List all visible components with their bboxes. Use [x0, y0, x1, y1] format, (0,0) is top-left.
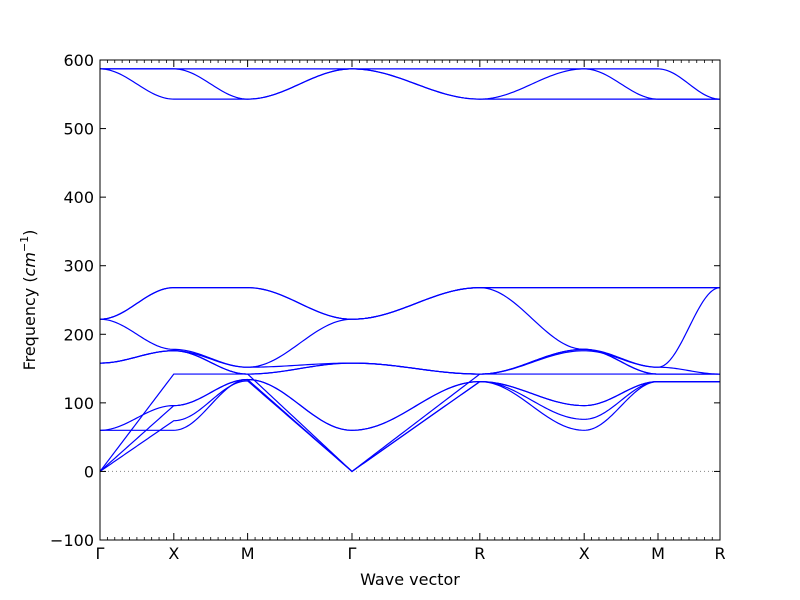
- x-tick-label-5: X: [579, 544, 590, 563]
- x-tick-label-3: Γ: [348, 544, 357, 563]
- band-line-optical-158c: [100, 348, 720, 375]
- band-line-high-587b: [100, 68, 720, 100]
- y-tick-label: 400: [63, 188, 94, 207]
- band-line-optical-222: [100, 287, 720, 368]
- x-tick-label-6: M: [651, 544, 665, 563]
- x-tick-label-1: X: [168, 544, 179, 563]
- y-tick-label: 200: [63, 325, 94, 344]
- y-axis-label: Frequency (cm−1): [18, 230, 39, 371]
- band-line-acoustic-1: [100, 380, 720, 473]
- band-line-high-587a: [100, 68, 720, 100]
- band-lines: [100, 68, 720, 473]
- y-tick-label: 600: [63, 51, 94, 70]
- y-axis-label-suffix: ): [20, 230, 39, 236]
- band-line-optical-222c: [100, 287, 720, 320]
- y-axis-ticks: −100 0 100 200 300 400 500 600: [50, 51, 720, 550]
- y-axis-label-unit: cm: [20, 252, 39, 276]
- plot-frame: [99, 59, 721, 541]
- y-tick-label: −100: [50, 531, 94, 550]
- x-tick-label-0: Γ: [96, 544, 105, 563]
- x-tick-label-7: R: [714, 544, 725, 563]
- band-line-optical-60b: [100, 378, 720, 431]
- x-axis-label: Wave vector: [360, 570, 460, 589]
- y-axis-label-prefix: Frequency (: [20, 276, 39, 370]
- x-tick-label-2: M: [241, 544, 255, 563]
- y-tick-label: 500: [63, 120, 94, 139]
- band-line-optical-142: [100, 373, 720, 473]
- x-tick-label-4: R: [474, 544, 485, 563]
- y-tick-label: 0: [84, 462, 94, 481]
- band-line-acoustic-2: [100, 378, 720, 473]
- y-tick-label: 300: [63, 257, 94, 276]
- band-line-optical-60: [100, 378, 720, 431]
- band-line-optical-222b: [100, 287, 720, 320]
- y-axis-label-exp: −1: [18, 236, 31, 252]
- y-tick-label: 100: [63, 394, 94, 413]
